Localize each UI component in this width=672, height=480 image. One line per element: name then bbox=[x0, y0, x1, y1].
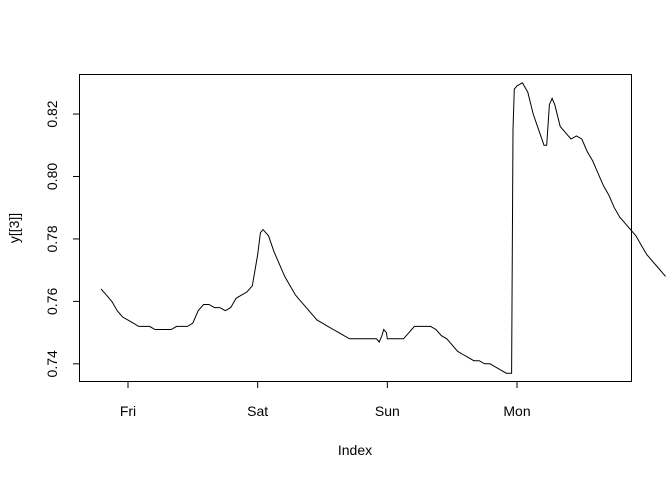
x-tick-label: Sat bbox=[247, 403, 268, 419]
y-tick-label: 0.80 bbox=[44, 163, 60, 190]
series-line bbox=[100, 82, 666, 374]
y-axis: 0.74 0.76 0.78 0.80 0.82 bbox=[44, 100, 80, 377]
y-tick-label: 0.76 bbox=[44, 288, 60, 315]
y-tick-label: 0.82 bbox=[44, 100, 60, 127]
x-tick-label: Fri bbox=[120, 403, 136, 419]
x-tick-label: Sun bbox=[375, 403, 400, 419]
y-axis-title: y[[3]] bbox=[6, 213, 22, 243]
x-tick-label: Mon bbox=[503, 403, 530, 419]
x-axis-title: Index bbox=[338, 442, 372, 458]
y-tick-label: 0.78 bbox=[44, 225, 60, 252]
x-axis: Fri Sat Sun Mon bbox=[120, 381, 531, 419]
y-tick-label: 0.74 bbox=[44, 350, 60, 377]
